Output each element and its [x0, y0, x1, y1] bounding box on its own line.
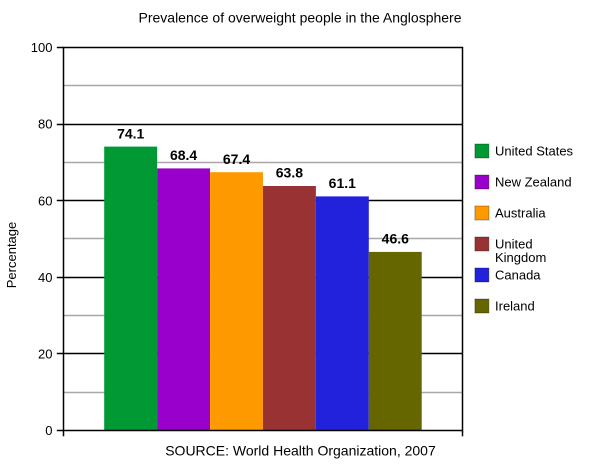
svg-text:United: United — [495, 237, 533, 252]
svg-text:20: 20 — [38, 347, 52, 362]
svg-text:46.6: 46.6 — [382, 231, 409, 247]
svg-text:40: 40 — [38, 270, 52, 285]
svg-text:68.4: 68.4 — [170, 147, 197, 163]
svg-text:Canada: Canada — [495, 268, 541, 283]
svg-text:Percentage: Percentage — [4, 222, 19, 289]
svg-text:74.1: 74.1 — [117, 125, 144, 141]
svg-text:100: 100 — [31, 40, 53, 55]
svg-text:SOURCE: World Health Organizat: SOURCE: World Health Organization, 2007 — [165, 442, 436, 458]
svg-text:0: 0 — [45, 423, 52, 438]
svg-text:Kingdom: Kingdom — [495, 250, 546, 265]
svg-text:61.1: 61.1 — [329, 175, 356, 191]
svg-text:63.8: 63.8 — [276, 165, 303, 181]
svg-text:Ireland: Ireland — [495, 299, 535, 314]
svg-text:67.4: 67.4 — [223, 151, 250, 167]
svg-text:80: 80 — [38, 117, 52, 132]
svg-text:60: 60 — [38, 193, 52, 208]
svg-text:Australia: Australia — [495, 206, 546, 221]
svg-text:New Zealand: New Zealand — [495, 175, 572, 190]
svg-text:Prevalence of overweight peopl: Prevalence of overweight people in the A… — [139, 10, 462, 26]
svg-text:United States: United States — [495, 144, 574, 159]
